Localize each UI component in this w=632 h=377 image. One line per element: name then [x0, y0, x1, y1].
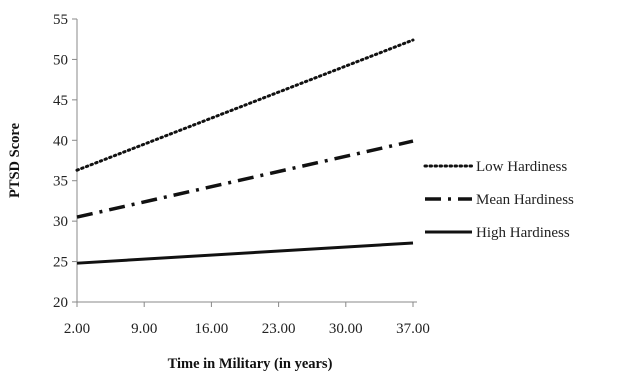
- y-tick-label: 40: [53, 133, 68, 149]
- x-tick-label: 2.00: [64, 321, 90, 337]
- y-tick-label: 55: [53, 12, 68, 28]
- y-axis-title: PTSD Score: [7, 122, 23, 198]
- x-tick-label: 16.00: [195, 321, 229, 337]
- x-tick-label: 9.00: [131, 321, 157, 337]
- y-tick-label: 50: [53, 52, 68, 68]
- y-tick-label: 20: [53, 295, 68, 311]
- y-tick-label: 35: [53, 174, 68, 190]
- x-tick-label: 37.00: [396, 321, 430, 337]
- y-tick-label: 45: [53, 93, 68, 109]
- legend-label: Low Hardiness: [476, 159, 567, 175]
- legend-label: High Hardiness: [476, 225, 570, 241]
- series-lines: [75, 38, 415, 265]
- series-line-low-hardiness: [75, 38, 415, 172]
- x-axis-ticks: 2.00 9.00 16.00 23.00 30.00 37.00: [64, 302, 430, 337]
- y-tick-label: 25: [53, 255, 68, 271]
- legend: Low Hardiness Mean Hardiness High Hardines…: [423, 159, 574, 241]
- x-tick-label: 23.00: [262, 321, 296, 337]
- series-line-high-hardiness: [76, 241, 414, 265]
- y-tick-label: 30: [53, 214, 68, 230]
- legend-label: Mean Hardiness: [476, 192, 574, 208]
- x-axis-title: Time in Military (in years): [168, 356, 333, 372]
- axes: [76, 19, 417, 303]
- series-line-mean-hardiness: [76, 139, 414, 219]
- y-axis-ticks: 20 25 30 35 40 45 50 55: [53, 12, 77, 311]
- x-tick-label: 30.00: [329, 321, 363, 337]
